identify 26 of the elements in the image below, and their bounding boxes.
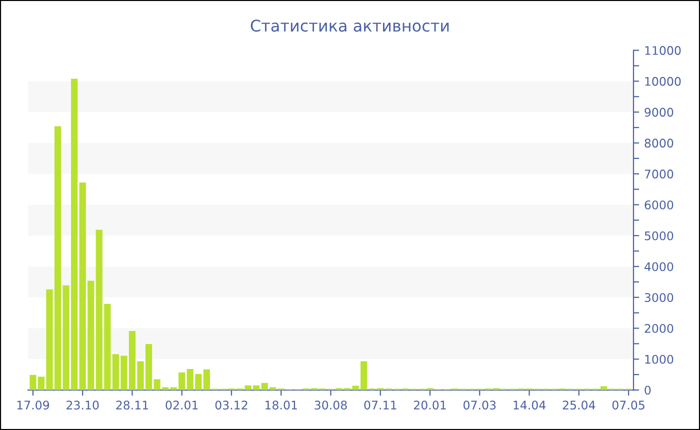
x-tick-label: 25.04: [562, 400, 596, 410]
y-tick-label: 5000: [644, 231, 674, 240]
x-tick-label: 07.05: [612, 400, 644, 410]
chart-title: Статистика активности: [250, 20, 449, 32]
y-tick-label: 7000: [644, 170, 674, 178]
y-tick-label: 6000: [644, 200, 674, 210]
x-tick-label: 17.09: [17, 400, 50, 410]
x-tick-label: 07.11: [364, 400, 396, 410]
x-tick-label: 18.01: [266, 400, 297, 410]
y-tick-label: 1000: [645, 354, 674, 364]
x-tick-label: 03.12: [215, 400, 248, 410]
y-tick-label: 11000: [645, 46, 681, 55]
x-tick-label: 30.08: [314, 400, 347, 410]
y-tick-label: 10000: [645, 76, 681, 86]
x-tick-label: 23.10: [66, 400, 99, 410]
x-tick-label: 02.01: [166, 400, 198, 410]
x-tick-label: 20.01: [414, 400, 446, 410]
y-tick-label: 9000: [644, 108, 674, 117]
y-tick-label: 3000: [644, 293, 674, 302]
y-tick-label: 4000: [644, 262, 674, 272]
x-tick-label: 28.11: [116, 400, 148, 410]
y-tick-label: 2000: [644, 324, 674, 333]
y-tick-label: 0: [644, 386, 651, 395]
x-tick-label: 07.03: [464, 400, 496, 410]
x-tick-label: 14.04: [514, 400, 546, 410]
y-tick-label: 8000: [644, 138, 674, 148]
